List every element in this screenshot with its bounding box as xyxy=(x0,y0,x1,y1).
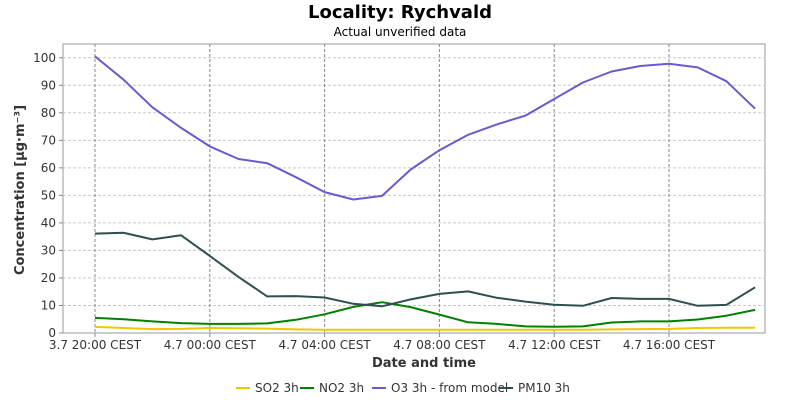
x-axis-ticks: 3.7 20:00 CEST 4.7 00:00 CEST 4.7 04:00 CE… xyxy=(49,333,716,352)
series-line-so2-3h xyxy=(94,325,756,331)
x-tick-label: 4.7 04:00 CEST xyxy=(278,338,371,352)
series-line-pm10-3h xyxy=(94,231,756,308)
legend-label-o3-3h-from-model: O3 3h - from model xyxy=(391,381,508,395)
y-axis-ticks: 0 10 20 30 40 50 60 70 80 90 100 xyxy=(33,51,63,340)
y-tick-label: 10 xyxy=(41,298,56,312)
legend-label-no2-3h: NO2 3h xyxy=(319,381,364,395)
x-tick-label: 4.7 08:00 CEST xyxy=(393,338,486,352)
legend-label-so2-3h: SO2 3h xyxy=(255,381,299,395)
series-line-no2-3h xyxy=(94,301,756,328)
series-lines xyxy=(94,55,756,331)
chart-subtitle: Actual unverified data xyxy=(334,25,467,39)
y-tick-label: 0 xyxy=(48,326,56,340)
plot-area xyxy=(62,43,766,334)
chart-title: Locality: Rychvald xyxy=(308,2,492,23)
x-tick-label: 4.7 16:00 CEST xyxy=(623,338,716,352)
x-tick-label: 3.7 20:00 CEST xyxy=(49,338,142,352)
y-axis-label: Concentration [µg·m⁻³] xyxy=(13,105,28,275)
y-tick-label: 30 xyxy=(41,243,56,257)
legend: SO2 3h NO2 3h O3 3h - from model PM10 3h xyxy=(236,381,570,395)
y-tick-label: 100 xyxy=(33,51,56,65)
legend-label-pm10-3h: PM10 3h xyxy=(518,381,570,395)
y-tick-label: 70 xyxy=(41,133,56,147)
series-line-o3-3h-from-model xyxy=(94,55,756,201)
y-tick-label: 80 xyxy=(41,106,56,120)
y-tick-label: 90 xyxy=(41,78,56,92)
x-tick-label: 4.7 12:00 CEST xyxy=(508,338,601,352)
y-tick-label: 40 xyxy=(41,216,56,230)
y-tick-label: 20 xyxy=(41,271,56,285)
y-tick-label: 60 xyxy=(41,161,56,175)
y-tick-label: 50 xyxy=(41,188,56,202)
x-tick-label: 4.7 00:00 CEST xyxy=(164,338,257,352)
x-axis-label: Date and time xyxy=(372,356,476,371)
